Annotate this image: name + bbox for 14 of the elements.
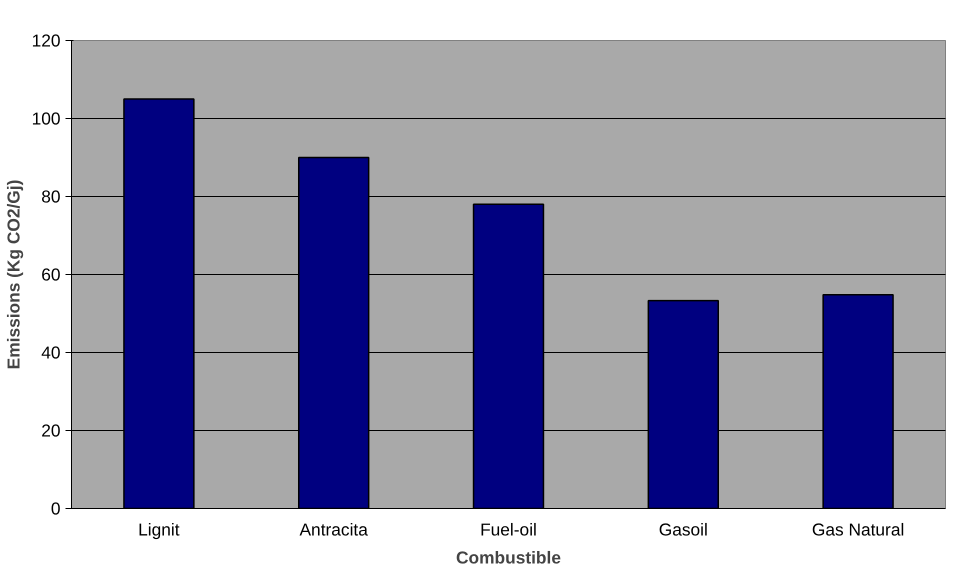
x-tick-label: Gasoil (658, 520, 708, 540)
x-tick-label: Lignit (138, 520, 180, 540)
y-tick-label: 100 (32, 108, 61, 128)
x-axis-title: Combustible (456, 548, 562, 568)
x-tick-label: Fuel-oil (480, 520, 537, 540)
y-tick-label: 120 (32, 30, 61, 50)
y-axis-title: Emissions (Kg CO2/Gj) (4, 180, 24, 370)
y-tick-label: 60 (41, 264, 61, 284)
y-tick-label: 20 (41, 420, 61, 440)
y-tick-label: 0 (50, 498, 61, 518)
x-tick-label: Antracita (300, 520, 368, 540)
y-tick-label: 40 (41, 342, 61, 362)
y-tick-label: 80 (41, 186, 61, 206)
x-tick-label: Gas Natural (812, 520, 904, 540)
